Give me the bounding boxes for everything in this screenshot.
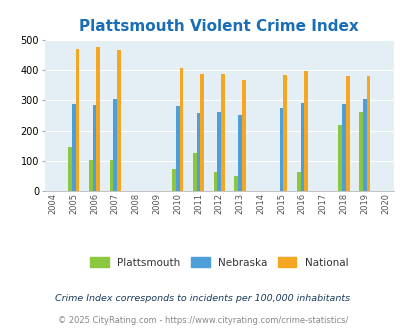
Bar: [296, 172, 300, 191]
Bar: [92, 105, 96, 191]
Bar: [303, 71, 307, 191]
Bar: [238, 115, 241, 191]
Bar: [358, 112, 362, 191]
Bar: [213, 172, 217, 191]
Bar: [117, 50, 121, 191]
Bar: [109, 160, 113, 191]
Bar: [113, 99, 117, 191]
Bar: [300, 103, 303, 191]
Text: Crime Index corresponds to incidents per 100,000 inhabitants: Crime Index corresponds to incidents per…: [55, 294, 350, 303]
Bar: [75, 49, 79, 191]
Bar: [337, 125, 341, 191]
Bar: [341, 104, 345, 191]
Bar: [172, 169, 175, 191]
Bar: [366, 76, 369, 191]
Bar: [72, 104, 75, 191]
Text: © 2025 CityRating.com - https://www.cityrating.com/crime-statistics/: © 2025 CityRating.com - https://www.city…: [58, 315, 347, 325]
Bar: [241, 80, 245, 191]
Bar: [362, 99, 366, 191]
Bar: [179, 68, 183, 191]
Legend: Plattsmouth, Nebraska, National: Plattsmouth, Nebraska, National: [87, 254, 351, 271]
Bar: [200, 74, 204, 191]
Bar: [175, 106, 179, 191]
Bar: [68, 147, 72, 191]
Bar: [196, 114, 200, 191]
Bar: [89, 160, 92, 191]
Bar: [221, 74, 224, 191]
Bar: [345, 76, 349, 191]
Bar: [283, 75, 286, 191]
Bar: [96, 48, 100, 191]
Bar: [192, 153, 196, 191]
Title: Plattsmouth Violent Crime Index: Plattsmouth Violent Crime Index: [79, 19, 358, 34]
Bar: [234, 176, 238, 191]
Bar: [217, 112, 221, 191]
Bar: [279, 108, 283, 191]
